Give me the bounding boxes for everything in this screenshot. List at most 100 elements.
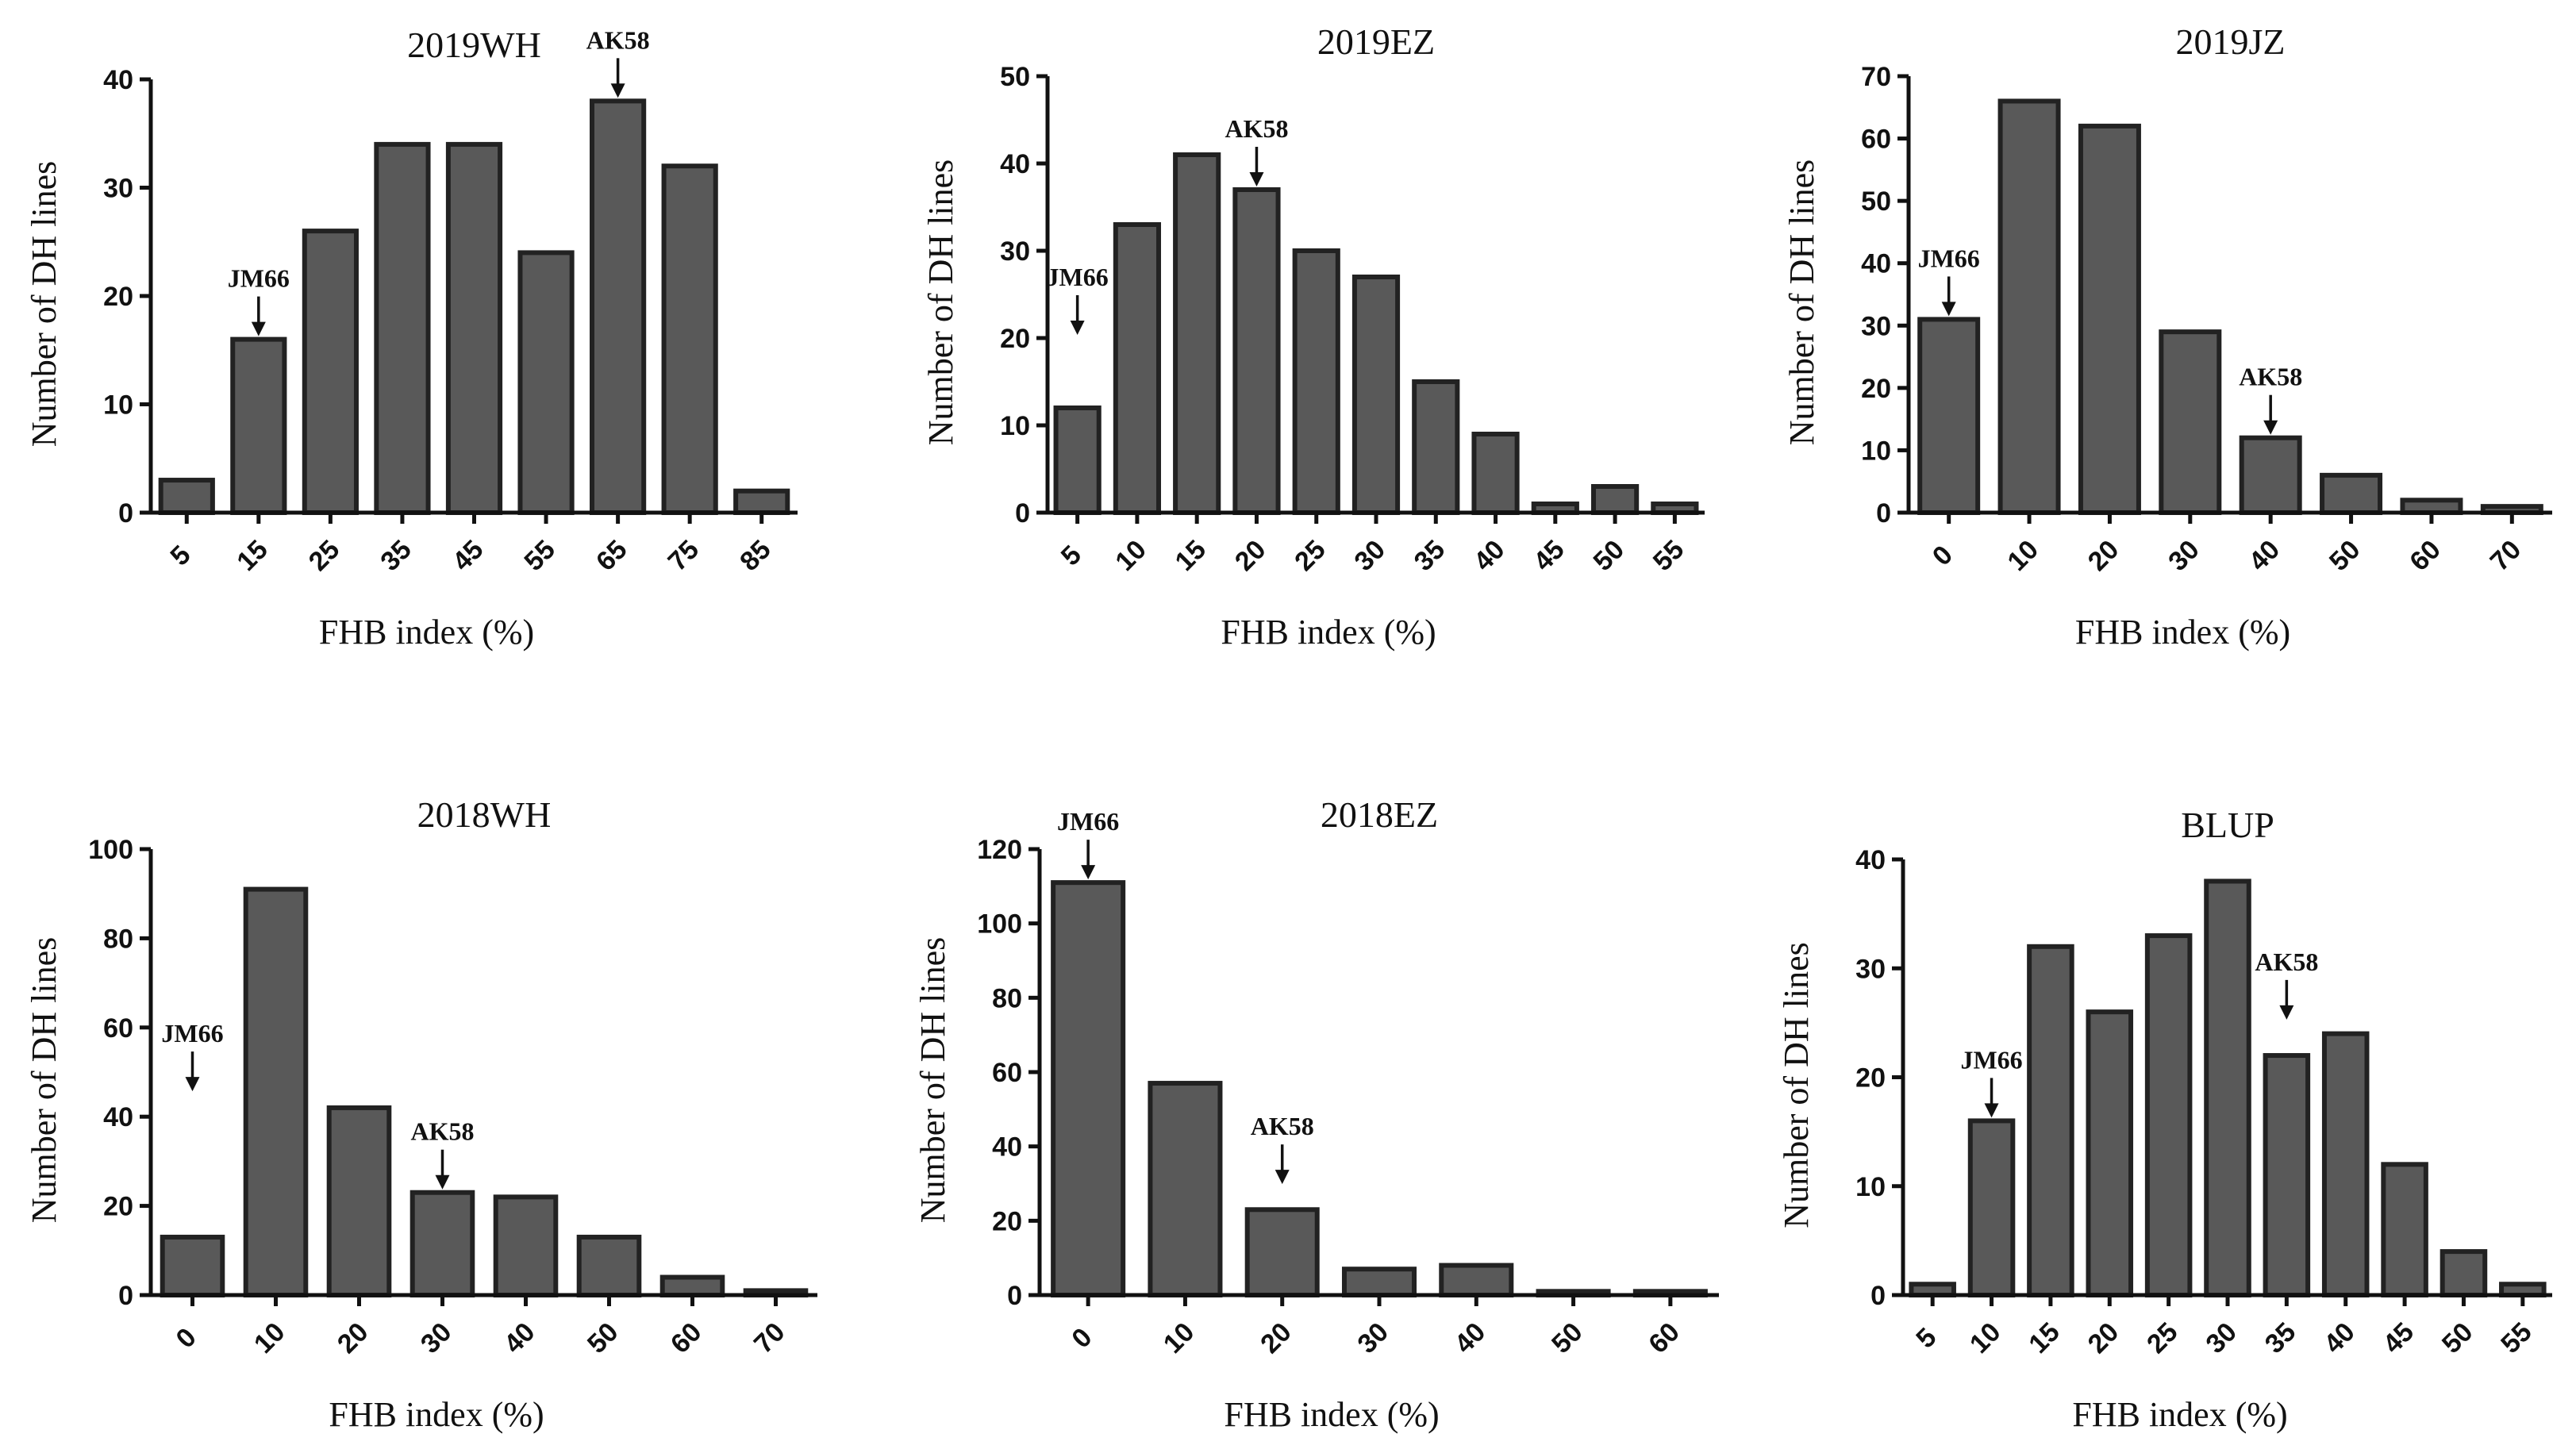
x-tick-label: 10 bbox=[2001, 534, 2044, 577]
x-tick-label: 10 bbox=[1158, 1317, 1201, 1359]
x-tick-label: 25 bbox=[2141, 1317, 2184, 1359]
x-tick-label: 0 bbox=[171, 1322, 202, 1354]
x-tick-label: 65 bbox=[590, 534, 633, 577]
bar-20 bbox=[2086, 1009, 2134, 1298]
bar-40 bbox=[1471, 432, 1520, 515]
annotation-arrowhead bbox=[1984, 1103, 1999, 1118]
y-tick-label: 60 bbox=[992, 1058, 1022, 1088]
x-tick-label: 20 bbox=[1229, 534, 1272, 577]
y-axis-title: Number of DH lines bbox=[25, 161, 63, 448]
y-tick-label: 20 bbox=[1861, 374, 1891, 404]
chart-panel-2: 0 10 20 30 40 50 5 10 15 20 25 30 35 40 45 50 55 2019EZ FH… bbox=[921, 21, 1705, 652]
bar-40 bbox=[2321, 1031, 2370, 1297]
x-axis-title: FHB index (%) bbox=[319, 613, 534, 652]
annotation-label: AK58 bbox=[2255, 948, 2318, 976]
x-tick-label: 55 bbox=[518, 534, 561, 577]
bar-45 bbox=[2381, 1162, 2428, 1298]
bar-35 bbox=[1412, 379, 1460, 515]
bar-50 bbox=[1590, 484, 1640, 515]
x-tick-label: 40 bbox=[2318, 1317, 2361, 1359]
bar-30 bbox=[2159, 329, 2222, 515]
bar-5 bbox=[1053, 406, 1102, 515]
bar-75 bbox=[661, 163, 718, 515]
y-tick-label: 0 bbox=[1007, 1281, 1022, 1311]
x-tick-label: 50 bbox=[2436, 1317, 2479, 1359]
bar-0 bbox=[1917, 317, 1981, 515]
bar-40 bbox=[2239, 435, 2302, 516]
y-tick-label: 0 bbox=[1015, 498, 1030, 529]
annotation-label: AK58 bbox=[586, 25, 650, 54]
bar-50 bbox=[2320, 472, 2383, 515]
y-tick-label: 40 bbox=[1861, 249, 1891, 279]
y-tick-label: 40 bbox=[103, 65, 133, 95]
y-tick-label: 20 bbox=[103, 1192, 133, 1222]
x-tick-label: 10 bbox=[1964, 1317, 2007, 1359]
y-tick-label: 60 bbox=[103, 1013, 133, 1044]
x-tick-label: 35 bbox=[1409, 534, 1451, 577]
bar-25 bbox=[1292, 248, 1340, 515]
x-tick-label: 40 bbox=[2243, 534, 2286, 577]
bar-25 bbox=[302, 229, 359, 515]
y-axis-title: Number of DH lines bbox=[913, 937, 952, 1224]
y-tick-label: 0 bbox=[1876, 498, 1891, 529]
x-axis-title: FHB index (%) bbox=[1221, 613, 1436, 652]
y-tick-label: 120 bbox=[977, 835, 1022, 865]
bar-25 bbox=[2144, 933, 2193, 1297]
y-tick-label: 40 bbox=[992, 1132, 1022, 1163]
x-tick-label: 70 bbox=[748, 1317, 791, 1359]
x-tick-label: 40 bbox=[1449, 1317, 1492, 1359]
bar-50 bbox=[2440, 1249, 2488, 1297]
bar-30 bbox=[1341, 1267, 1417, 1298]
annotation-arrowhead bbox=[435, 1174, 450, 1190]
x-tick-label: 45 bbox=[1528, 534, 1571, 577]
x-tick-label: 60 bbox=[1643, 1317, 1686, 1359]
annotation-ak58: AK58 bbox=[1225, 114, 1288, 186]
annotation-jm66: JM66 bbox=[1057, 807, 1119, 880]
x-tick-label: 30 bbox=[415, 1317, 458, 1359]
annotation-arrowhead bbox=[1070, 321, 1085, 335]
y-tick-label: 0 bbox=[1870, 1281, 1886, 1311]
bar-45 bbox=[445, 141, 503, 515]
chart-title: 2018EZ bbox=[1321, 794, 1438, 835]
bar-40 bbox=[1439, 1263, 1514, 1297]
y-tick-label: 60 bbox=[1861, 125, 1891, 155]
annotation-arrowhead bbox=[2279, 1005, 2294, 1020]
annotation-ak58: AK58 bbox=[411, 1117, 475, 1190]
bar-10 bbox=[1113, 222, 1162, 515]
bar-20 bbox=[326, 1105, 392, 1297]
annotation-arrowhead bbox=[610, 83, 625, 98]
x-tick-label: 50 bbox=[2324, 534, 2366, 577]
y-tick-label: 30 bbox=[1861, 311, 1891, 341]
x-tick-label: 55 bbox=[1647, 534, 1690, 577]
x-tick-label: 0 bbox=[1066, 1322, 1098, 1354]
bar-15 bbox=[1173, 152, 1221, 515]
y-tick-label: 40 bbox=[1000, 149, 1030, 179]
x-tick-label: 25 bbox=[303, 534, 346, 577]
bar-15 bbox=[230, 336, 287, 515]
x-tick-label: 30 bbox=[1348, 534, 1391, 577]
y-axis-title: Number of DH lines bbox=[1777, 942, 1816, 1228]
bar-30 bbox=[409, 1190, 475, 1297]
chart-panel-4: 0 20 40 60 80 100 0 10 20 30 40 50 60 70 2018WH FHB ind… bbox=[25, 794, 817, 1434]
y-tick-label: 20 bbox=[103, 282, 133, 312]
y-tick-label: 10 bbox=[103, 390, 133, 421]
annotation-arrowhead bbox=[1249, 172, 1264, 186]
x-tick-label: 15 bbox=[2023, 1317, 2066, 1359]
y-tick-label: 20 bbox=[1000, 324, 1030, 354]
bar-35 bbox=[374, 141, 431, 515]
x-tick-label: 60 bbox=[2404, 534, 2447, 577]
annotation-arrowhead bbox=[1275, 1170, 1290, 1185]
annotation-arrowhead bbox=[251, 321, 266, 336]
y-axis-title: Number of DH lines bbox=[1782, 160, 1821, 446]
annotation-label: JM66 bbox=[1057, 807, 1119, 836]
bar-65 bbox=[590, 98, 647, 516]
annotation-jm66: JM66 bbox=[1960, 1045, 2023, 1118]
annotation-jm66: JM66 bbox=[161, 1019, 224, 1092]
x-axis-title: FHB index (%) bbox=[1224, 1395, 1439, 1434]
x-tick-label: 15 bbox=[1170, 534, 1213, 577]
x-tick-label: 50 bbox=[1546, 1317, 1589, 1359]
annotation-ak58: AK58 bbox=[2255, 948, 2318, 1020]
bar-0 bbox=[160, 1234, 225, 1297]
x-tick-label: 10 bbox=[248, 1317, 291, 1359]
y-axis-title: Number of DH lines bbox=[921, 160, 960, 446]
